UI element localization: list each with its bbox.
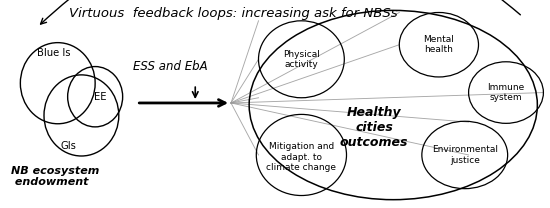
Text: Physical
activity: Physical activity	[283, 50, 320, 69]
Text: Immune
system: Immune system	[487, 83, 525, 102]
Text: NB ecosystem
 endowment: NB ecosystem endowment	[11, 166, 100, 187]
Text: GIs: GIs	[61, 141, 76, 151]
Text: Mitigation and
adapt. to
climate change: Mitigation and adapt. to climate change	[266, 142, 337, 172]
Text: Virtuous  feedback loops: increasing ask for NBSs: Virtuous feedback loops: increasing ask …	[69, 7, 398, 20]
Text: Mental
health: Mental health	[424, 35, 454, 54]
Text: Healthy
cities
outcomes: Healthy cities outcomes	[340, 106, 408, 149]
Text: Blue Is: Blue Is	[37, 48, 70, 58]
Text: Environmental
justice: Environmental justice	[432, 145, 498, 165]
Text: EE: EE	[94, 92, 106, 102]
Text: ESS and EbA: ESS and EbA	[133, 60, 208, 73]
